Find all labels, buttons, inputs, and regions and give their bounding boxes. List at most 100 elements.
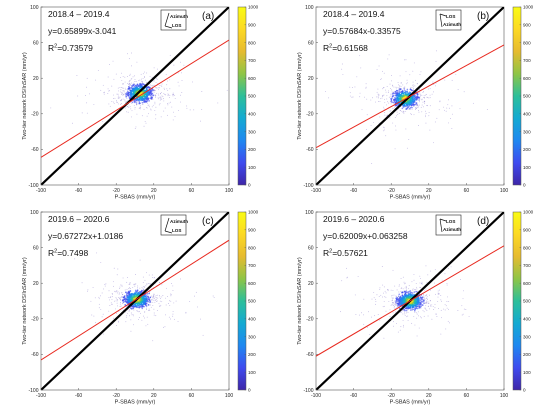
scatter-point	[111, 101, 113, 102]
scatter-point	[425, 300, 427, 302]
scatter-point	[173, 318, 175, 320]
scatter-point	[159, 99, 161, 101]
scatter-point	[116, 102, 118, 104]
scatter-point	[419, 286, 421, 288]
scatter-point	[146, 81, 148, 83]
scatter-point	[140, 290, 143, 293]
scatter-point	[116, 292, 118, 294]
scatter-point	[146, 95, 149, 98]
period-label: 2018.4 – 2019.4	[323, 9, 385, 19]
scatter-point	[401, 107, 404, 110]
azimuth-arrow	[439, 13, 443, 28]
scatter-point	[412, 84, 414, 86]
scatter-point	[417, 311, 419, 313]
scatter-point	[155, 77, 157, 79]
scatter-point	[448, 308, 449, 310]
scatter-point	[388, 102, 390, 104]
scatter-point	[402, 87, 404, 89]
scatter-point	[389, 110, 391, 112]
scatter-point	[380, 98, 382, 100]
scatter-point	[384, 102, 386, 104]
scatter-point	[402, 84, 404, 86]
scatter-point	[430, 270, 432, 272]
scatter-point	[133, 309, 135, 311]
scatter-point	[212, 295, 214, 297]
scatter-point	[136, 98, 139, 100]
scatter-point	[125, 298, 128, 301]
scatter-point	[122, 299, 124, 301]
x-tick-label: 20	[151, 188, 157, 194]
scatter-point	[446, 284, 448, 286]
scatter-point	[113, 290, 115, 292]
scatter-point	[462, 290, 464, 292]
scatter-point	[107, 88, 109, 90]
scatter-point	[168, 303, 170, 304]
scatter-point	[122, 94, 124, 96]
scatter-point	[144, 317, 145, 319]
scatter-point	[398, 305, 400, 307]
scatter-point	[414, 308, 416, 311]
scatter-point	[132, 89, 135, 92]
scatter-point	[137, 301, 140, 304]
scatter-point	[143, 108, 145, 110]
scatter-point	[154, 301, 156, 303]
scatter-point	[414, 312, 416, 313]
scatter-point	[151, 296, 153, 298]
scatter-point	[115, 308, 116, 310]
scatter-point	[402, 310, 404, 312]
scatter-point	[409, 307, 411, 310]
scatter-point	[120, 103, 122, 105]
scatter-point	[135, 293, 137, 296]
scatter-point	[121, 98, 122, 100]
scatter-point	[130, 288, 132, 289]
r-squared-superscript: 2	[54, 249, 57, 255]
scatter-point	[172, 119, 174, 121]
scatter-point	[167, 80, 168, 82]
scatter-point	[378, 296, 380, 297]
scatter-point	[446, 283, 448, 284]
scatter-point	[377, 88, 379, 90]
scatter-point	[380, 79, 382, 80]
scatter-point	[312, 121, 313, 122]
scatter-point	[117, 93, 119, 95]
scatter-point	[132, 286, 134, 288]
regression-line	[316, 245, 504, 357]
scatter-point	[174, 94, 176, 96]
scatter-point	[163, 98, 164, 100]
scatter-point	[150, 109, 152, 111]
scatter-point	[424, 94, 426, 96]
period-label: 2019.6 – 2020.6	[48, 214, 110, 224]
scatter-point	[394, 303, 396, 305]
scatter-point	[133, 85, 136, 88]
scatter-point	[127, 106, 129, 107]
scatter-point	[153, 298, 155, 299]
scatter-point	[399, 75, 401, 77]
scatter-point	[94, 297, 96, 299]
scatter-point	[142, 94, 144, 96]
colorbar-tick-label: 500	[248, 299, 256, 304]
scatter-point	[419, 282, 421, 284]
scatter-point	[427, 274, 429, 276]
scatter-point	[415, 302, 418, 305]
scatter-point	[402, 97, 405, 99]
scatter-point	[400, 88, 402, 90]
scatter-point	[129, 282, 131, 284]
scatter-point	[131, 102, 133, 104]
scatter-point	[153, 277, 155, 279]
scatter-point	[363, 314, 365, 316]
x-tick-label: -100	[36, 393, 46, 399]
scatter-point	[393, 92, 395, 95]
scatter-point	[391, 302, 393, 304]
x-tick-label: -20	[388, 188, 395, 194]
scatter-point	[429, 88, 431, 90]
scatter-point	[131, 110, 133, 112]
scatter-point	[379, 288, 381, 290]
scatter-point	[404, 309, 406, 312]
scatter-point	[421, 94, 423, 96]
scatter-point	[149, 292, 151, 293]
colorbar-tick-label: 1000	[523, 5, 534, 10]
scatter-point	[217, 102, 219, 104]
y-axis-label: Two-tier network DS/InSAR (mm/yr)	[297, 52, 303, 140]
scatter-point	[124, 300, 127, 302]
